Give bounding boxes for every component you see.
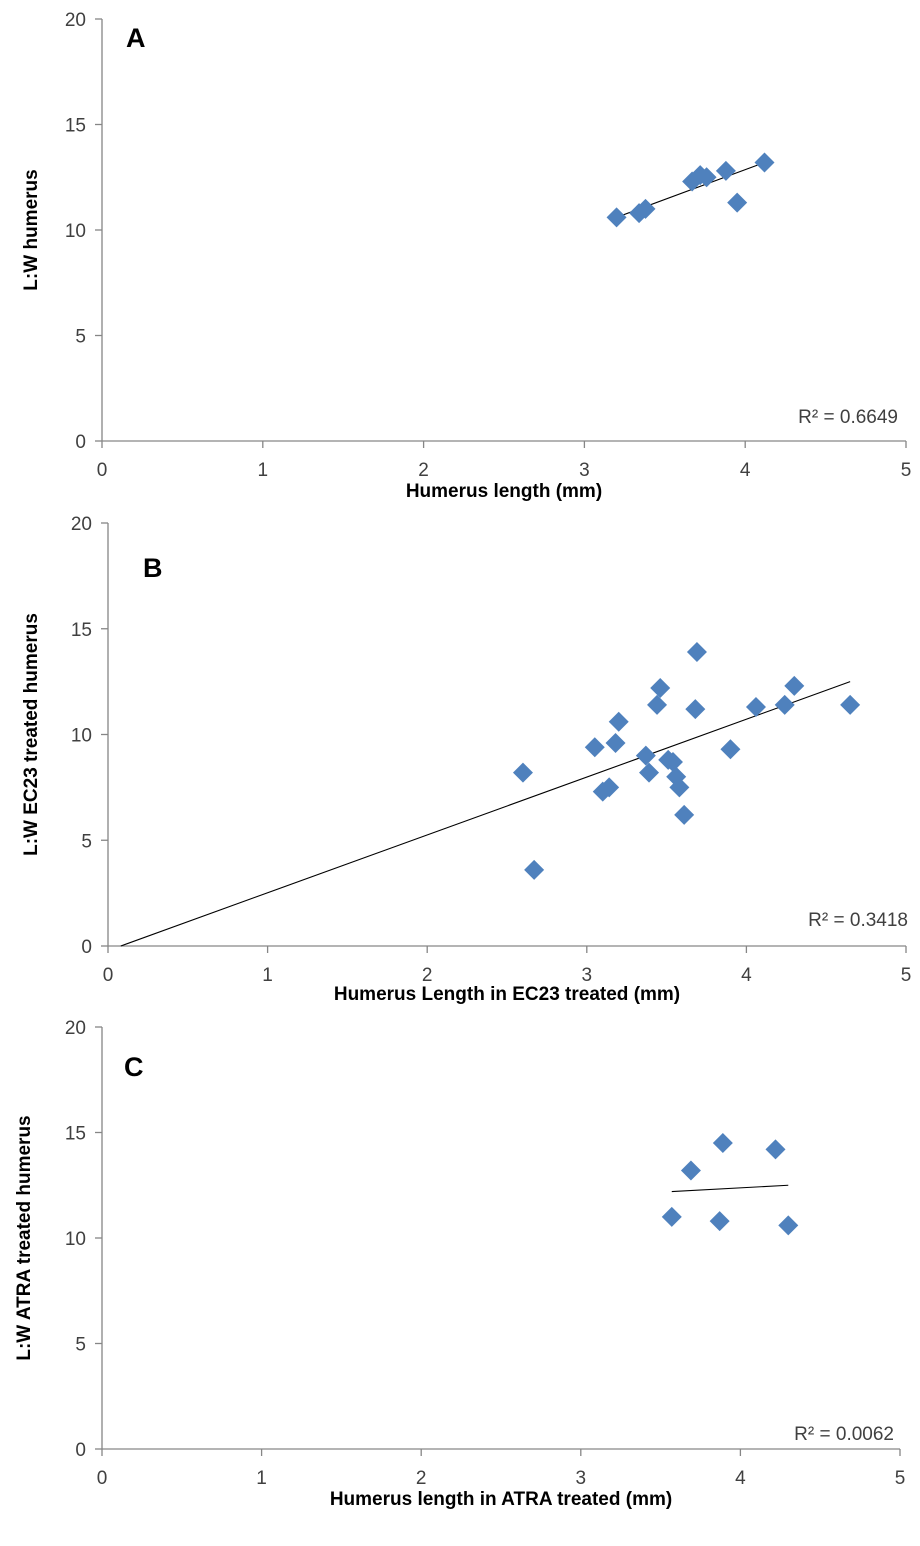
y-tick-label: 5 — [75, 327, 86, 348]
y-axis-title: L:W ATRA treated humerus — [14, 1115, 35, 1360]
data-point — [745, 697, 766, 718]
y-tick-label: 20 — [65, 10, 86, 31]
data-point — [650, 677, 671, 698]
data-point — [606, 207, 627, 228]
panel-label: A — [126, 23, 146, 53]
x-tick-label: 1 — [258, 460, 269, 481]
data-point — [669, 777, 690, 798]
y-axis-title: L:W EC23 treated humerus — [21, 613, 42, 856]
y-tick-label: 15 — [65, 116, 86, 137]
data-point — [662, 751, 683, 772]
y-tick-label: 15 — [65, 1124, 86, 1145]
x-tick-label: 5 — [901, 965, 912, 986]
x-tick-label: 4 — [735, 1468, 746, 1489]
x-tick-label: 1 — [256, 1468, 267, 1489]
y-tick-label: 10 — [71, 726, 92, 747]
data-point — [686, 642, 707, 663]
y-tick-label: 0 — [75, 1440, 86, 1461]
trendline — [671, 1184, 789, 1193]
data-point — [584, 737, 605, 758]
data-point — [712, 1133, 733, 1154]
x-tick-label: 5 — [901, 460, 912, 481]
x-tick-label: 0 — [103, 965, 114, 986]
chart-panel-b: 0 5 10 15 20 0 1 2 3 4 5 B R² = 0.3418 Humerus Length… — [21, 514, 911, 1005]
x-axis-title: Humerus length in ATRA treated (mm) — [330, 1489, 672, 1510]
data-point — [639, 762, 660, 783]
data-point — [524, 859, 545, 880]
data-point — [774, 694, 795, 715]
x-tick-label: 3 — [576, 1468, 587, 1489]
panel-label: C — [124, 1052, 144, 1082]
x-tick-label: 2 — [422, 965, 433, 986]
data-point — [727, 192, 748, 213]
panel-label: B — [143, 553, 163, 583]
r-squared-label: R² = 0.0062 — [794, 1424, 894, 1445]
x-tick-label: 4 — [741, 965, 752, 986]
y-tick-label: 0 — [81, 937, 92, 958]
y-tick-label: 5 — [75, 1335, 86, 1356]
y-tick-label: 20 — [65, 1018, 86, 1039]
y-tick-label: 15 — [71, 620, 92, 641]
r-squared-label: R² = 0.3418 — [808, 910, 908, 931]
x-tick-label: 4 — [740, 460, 751, 481]
data-point — [608, 711, 629, 732]
data-point — [599, 777, 620, 798]
data-point — [685, 699, 706, 720]
data-point — [635, 745, 656, 766]
y-tick-label: 20 — [71, 514, 92, 535]
data-point — [647, 694, 668, 715]
data-point — [635, 198, 656, 219]
data-point — [709, 1211, 730, 1232]
x-axis-title: Humerus length (mm) — [406, 481, 602, 502]
data-point — [778, 1215, 799, 1236]
data-point — [715, 160, 736, 181]
data-point — [784, 675, 805, 696]
data-point — [680, 1160, 701, 1181]
x-tick-label: 2 — [416, 1468, 427, 1489]
data-point — [605, 732, 626, 753]
x-tick-label: 3 — [579, 460, 590, 481]
y-tick-label: 5 — [81, 831, 92, 852]
x-tick-label: 3 — [582, 965, 593, 986]
data-point — [754, 152, 775, 173]
y-axis-title: L:W humerus — [21, 169, 42, 290]
y-tick-label: 10 — [65, 1229, 86, 1250]
data-point — [720, 739, 741, 760]
x-tick-label: 0 — [97, 460, 108, 481]
x-tick-label: 5 — [895, 1468, 906, 1489]
chart-panel-c: 0 5 10 15 20 0 1 2 3 4 5 C R² = 0.0062 Humerus length… — [14, 1018, 905, 1510]
data-point — [765, 1139, 786, 1160]
chart-panel-a: 0 5 10 15 20 0 1 2 3 4 5 A R² = 0.6649 Humerus length… — [21, 10, 911, 502]
data-point — [661, 1206, 682, 1227]
trendline — [120, 681, 851, 947]
data-point — [696, 167, 717, 188]
data-point — [674, 804, 695, 825]
x-tick-label: 1 — [262, 965, 273, 986]
data-point — [840, 694, 861, 715]
x-tick-label: 2 — [418, 460, 429, 481]
r-squared-label: R² = 0.6649 — [798, 407, 898, 428]
y-tick-label: 0 — [75, 432, 86, 453]
data-point — [512, 762, 533, 783]
x-axis-title: Humerus Length in EC23 treated (mm) — [334, 984, 680, 1005]
x-tick-label: 0 — [97, 1468, 108, 1489]
y-tick-label: 10 — [65, 221, 86, 242]
